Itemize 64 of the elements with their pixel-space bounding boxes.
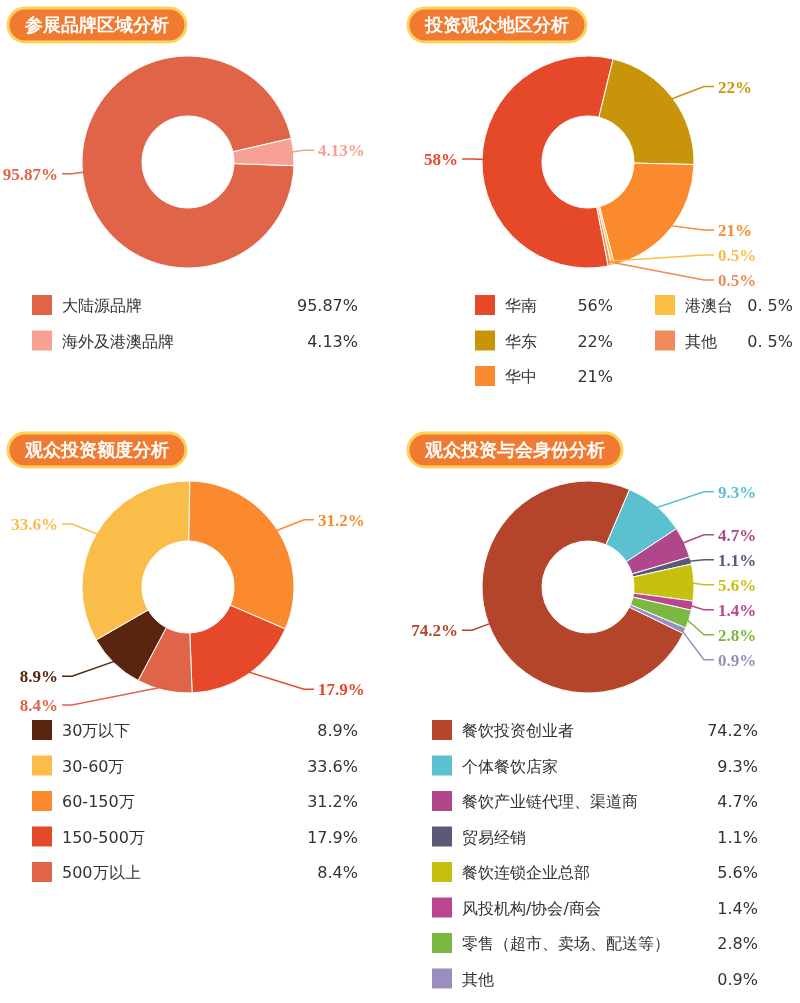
text: 0. 5% bbox=[747, 331, 793, 351]
chart-title: 观众投资额度分析 bbox=[24, 439, 169, 460]
text: 31.2% bbox=[307, 792, 358, 811]
text: 4.7% bbox=[717, 792, 758, 811]
text: 4.13% bbox=[307, 331, 358, 351]
data-label: 8.9% bbox=[19, 667, 58, 687]
legend-label: 60-150万 bbox=[62, 792, 135, 811]
text: 56% bbox=[577, 296, 613, 315]
legend-label: 30万以下 bbox=[62, 721, 131, 740]
text: 21% bbox=[577, 367, 613, 386]
text: 8.9% bbox=[317, 721, 358, 740]
text: 1.1% bbox=[717, 827, 758, 847]
data-label: 21% bbox=[718, 221, 752, 240]
legend-label: 500万以上 bbox=[62, 863, 141, 882]
text: 33.6% bbox=[307, 756, 358, 776]
text: 0. 5% bbox=[747, 296, 793, 315]
data-label: 0.5% bbox=[718, 271, 757, 290]
data-label: 33.6% bbox=[11, 515, 58, 535]
legend-label: 30-60万 bbox=[62, 756, 125, 776]
chart-title: 参展品牌区域分析 bbox=[24, 14, 169, 35]
legend-label: 贸易经销 bbox=[462, 827, 526, 847]
data-label: 22% bbox=[718, 77, 752, 97]
legend-label: 港澳台 bbox=[685, 296, 733, 315]
legend-label: 风投机构/协会/商会 bbox=[462, 898, 601, 918]
legend-label: 其他 bbox=[685, 331, 717, 351]
legend-label: 餐饮连锁企业总部 bbox=[462, 863, 590, 882]
data-label: 4.7% bbox=[718, 525, 757, 545]
text: 1.4% bbox=[717, 898, 758, 918]
text: 8.4% bbox=[317, 863, 358, 882]
legend-label: 餐饮产业链代理、渠道商 bbox=[462, 792, 638, 811]
chart-title: 投资观众地区分析 bbox=[424, 14, 569, 35]
data-label: 0.5% bbox=[718, 246, 757, 265]
text: 9.3% bbox=[717, 756, 758, 776]
data-label: 95.87% bbox=[2, 164, 58, 184]
text: 5.6% bbox=[717, 863, 758, 882]
chart-title: 观众投资与会身份分析 bbox=[424, 439, 605, 460]
text: 2.8% bbox=[717, 934, 758, 953]
legend-label: 个体餐饮店家 bbox=[462, 756, 558, 776]
data-label: 31.2% bbox=[318, 510, 365, 530]
data-label: 8.4% bbox=[19, 696, 58, 715]
data-label: 1.1% bbox=[718, 550, 757, 570]
legend-label: 海外及港澳品牌 bbox=[62, 331, 174, 351]
legend-label: 大陆源品牌 bbox=[62, 296, 142, 315]
data-label: 58% bbox=[424, 150, 458, 170]
legend-label: 零售（超市、卖场、配送等） bbox=[462, 934, 670, 953]
data-label: 0.9% bbox=[718, 650, 757, 670]
data-label: 1.4% bbox=[718, 600, 757, 620]
text: 95.87% bbox=[296, 296, 358, 315]
data-label: 74.2% bbox=[411, 621, 458, 641]
text: 0.9% bbox=[717, 969, 758, 989]
legend-label: 150-500万 bbox=[62, 827, 145, 847]
data-label: 17.9% bbox=[318, 680, 365, 700]
legend-label: 餐饮投资创业者 bbox=[462, 721, 574, 740]
legend-label: 华东 bbox=[505, 331, 537, 351]
legend-label: 其他 bbox=[462, 969, 494, 989]
legend-label: 华中 bbox=[505, 367, 537, 386]
text: 17.9% bbox=[307, 827, 358, 847]
text: 74.2% bbox=[707, 721, 758, 740]
legend-label: 华南 bbox=[505, 296, 537, 315]
data-label: 4.13% bbox=[318, 141, 365, 161]
data-label: 5.6% bbox=[718, 575, 757, 595]
data-label: 9.3% bbox=[718, 482, 757, 502]
text: 22% bbox=[577, 331, 613, 351]
data-label: 2.8% bbox=[718, 625, 757, 645]
